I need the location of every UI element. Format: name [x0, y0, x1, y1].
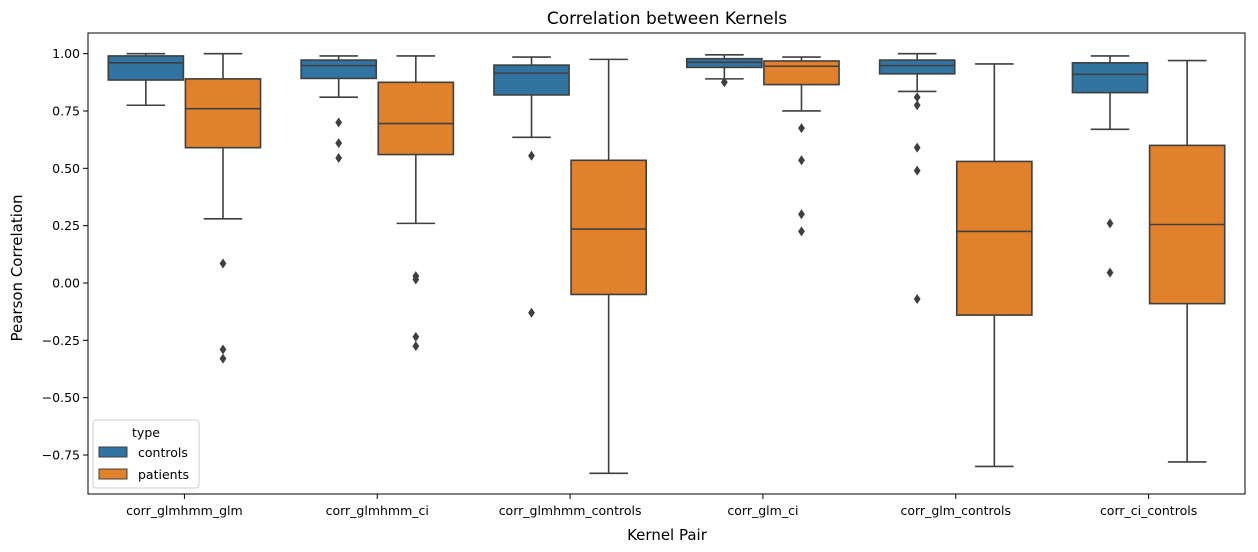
plot-frame: [87, 32, 1246, 495]
x-tick-label: corr_glm_controls: [900, 503, 1011, 518]
y-tick-label: 0.50: [52, 161, 80, 176]
box-iqr: [878, 59, 956, 75]
outlier-point: [913, 294, 921, 305]
box-patients-corr_glmhmm_ci: [377, 55, 455, 352]
outlier-point: [219, 344, 227, 355]
box-iqr: [570, 159, 648, 296]
box-iqr: [377, 81, 455, 156]
box-iqr: [1071, 62, 1149, 94]
x-tick-label: corr_glm_ci: [727, 503, 798, 518]
outlier-point: [798, 155, 805, 166]
x-axis-title: Kernel Pair: [627, 526, 708, 544]
legend-swatch-controls: [98, 446, 128, 458]
outlier-point: [335, 117, 343, 128]
outlier-point: [798, 123, 805, 134]
box-controls-corr_glm_controls: [878, 52, 956, 305]
y-tick-label: 0.75: [52, 103, 80, 118]
legend-swatch-patients: [98, 468, 128, 480]
outlier-point: [720, 77, 728, 88]
x-tick-label: corr_ci_controls: [1100, 503, 1197, 518]
box-iqr: [955, 160, 1033, 316]
box-iqr: [300, 59, 378, 80]
box-patients-corr_glm_controls: [955, 63, 1033, 468]
outlier-point: [412, 341, 420, 352]
x-tick-label: corr_glmhmm_controls: [499, 503, 642, 518]
outlier-point: [219, 353, 227, 364]
legend-title: type: [132, 425, 160, 440]
outlier-point: [913, 165, 921, 176]
y-tick-label: −0.50: [42, 390, 80, 405]
box-controls-corr_glmhmm_glm: [107, 52, 185, 107]
legend-label-patients: patients: [138, 467, 189, 482]
x-tick-label: corr_glmhmm_glm: [126, 503, 243, 518]
y-axis: −0.75 −0.50 −0.25 0.00 0.25 0.50 0.75 1.00: [42, 46, 88, 463]
box-patients-corr_glm_ci: [763, 56, 840, 237]
box-patients-corr_glmhmm_glm: [184, 52, 262, 364]
y-tick-label: −0.25: [42, 333, 80, 348]
outlier-point: [913, 142, 921, 153]
x-axis: corr_glmhmm_glm corr_glmhmm_ci corr_glmhmm…: [126, 494, 1197, 518]
y-tick-label: −0.75: [42, 448, 80, 463]
outlier-point: [219, 258, 227, 269]
outlier-point: [1106, 267, 1114, 278]
chart-title: Correlation between Kernels: [547, 9, 787, 29]
outlier-point: [335, 138, 343, 149]
box-controls-corr_ci_controls: [1071, 55, 1149, 278]
outlier-point: [412, 274, 420, 285]
outlier-point: [1106, 218, 1114, 229]
y-tick-label: 0.25: [52, 218, 80, 233]
outlier-point: [913, 92, 921, 103]
box-patients-corr_ci_controls: [1148, 59, 1226, 463]
legend: type controls patients: [92, 419, 200, 489]
box-controls-corr_glmhmm_controls: [493, 56, 570, 318]
plot-area: [87, 32, 1246, 495]
box-controls-corr_glm_ci: [685, 53, 763, 88]
legend-label-controls: controls: [138, 445, 188, 460]
y-tick-label: 0.00: [52, 275, 80, 290]
outlier-point: [335, 152, 343, 163]
outlier-point: [528, 150, 535, 161]
box-iqr: [493, 64, 570, 96]
outlier-point: [528, 307, 535, 318]
outlier-point: [798, 226, 805, 237]
box-iqr: [107, 55, 185, 81]
box-iqr: [184, 78, 262, 149]
box-patients-corr_glmhmm_controls: [570, 58, 648, 475]
box-controls-corr_glmhmm_ci: [300, 55, 378, 163]
outlier-point: [798, 209, 805, 220]
box-iqr: [763, 60, 840, 86]
y-axis-title: Pearson Correlation: [8, 194, 26, 341]
x-tick-label: corr_glmhmm_ci: [326, 503, 429, 518]
outlier-point: [913, 100, 921, 111]
outlier-point: [412, 331, 420, 342]
y-tick-label: 1.00: [52, 46, 80, 61]
